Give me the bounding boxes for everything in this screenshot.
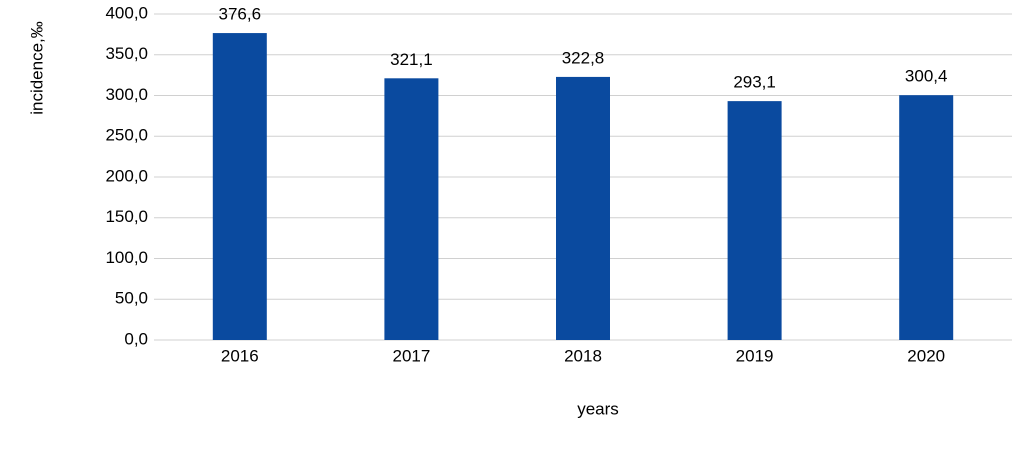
x-axis-label: years bbox=[577, 399, 619, 418]
y-tick-label: 100,0 bbox=[105, 248, 148, 267]
bar bbox=[899, 95, 954, 340]
y-tick-label: 250,0 bbox=[105, 126, 148, 145]
y-axis-label: incidence,‰ bbox=[27, 21, 46, 115]
value-label: 293,1 bbox=[733, 73, 776, 92]
y-tick-label: 0,0 bbox=[124, 329, 148, 348]
value-label: 376,6 bbox=[219, 5, 262, 24]
bar bbox=[727, 101, 782, 340]
value-label: 322,8 bbox=[562, 48, 605, 67]
value-label: 321,1 bbox=[390, 50, 433, 69]
x-tick-label: 2018 bbox=[564, 346, 602, 365]
x-tick-label: 2019 bbox=[736, 346, 774, 365]
value-label: 300,4 bbox=[905, 67, 948, 86]
y-tick-label: 150,0 bbox=[105, 207, 148, 226]
y-tick-label: 400,0 bbox=[105, 3, 148, 22]
x-tick-label: 2016 bbox=[221, 346, 259, 365]
x-tick-label: 2017 bbox=[392, 346, 430, 365]
bar bbox=[384, 78, 439, 340]
y-tick-label: 350,0 bbox=[105, 44, 148, 63]
bar bbox=[212, 33, 267, 341]
y-tick-label: 50,0 bbox=[115, 289, 148, 308]
bar bbox=[556, 76, 610, 340]
x-tick-label: 2020 bbox=[907, 346, 945, 365]
y-tick-label: 300,0 bbox=[105, 85, 148, 104]
y-tick-label: 200,0 bbox=[105, 166, 148, 185]
